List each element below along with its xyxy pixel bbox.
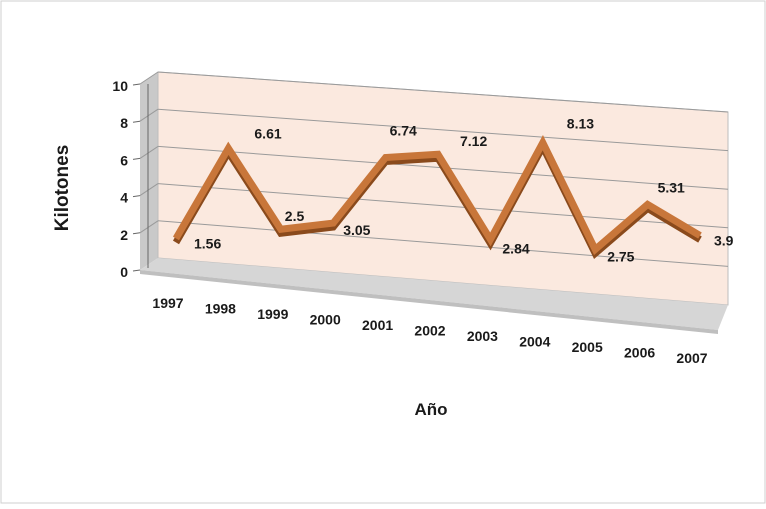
plot-floor bbox=[140, 258, 728, 330]
x-tick-label: 2006 bbox=[624, 345, 655, 361]
y-tick-label: 8 bbox=[120, 115, 128, 131]
series-line bbox=[172, 135, 702, 256]
data-label: 2.75 bbox=[607, 248, 634, 264]
gridline-side bbox=[139, 108, 159, 122]
gridline bbox=[157, 108, 729, 152]
y-tick-label: 10 bbox=[112, 78, 128, 94]
data-label: 2.84 bbox=[502, 240, 529, 256]
data-line bbox=[172, 135, 702, 260]
y-tick-mark bbox=[132, 83, 141, 86]
data-label: 6.74 bbox=[390, 123, 417, 139]
y-tick-mark bbox=[132, 195, 141, 198]
plot-floor-edge bbox=[140, 270, 718, 334]
data-label: 1.56 bbox=[194, 235, 221, 251]
x-tick-label: 1999 bbox=[257, 306, 288, 322]
y-tick-label: 6 bbox=[120, 152, 128, 168]
y-axis-label: Kilotones bbox=[52, 145, 73, 232]
x-tick-label: 2003 bbox=[467, 328, 498, 344]
x-tick-label: 1998 bbox=[205, 301, 236, 317]
data-label: 3.05 bbox=[343, 222, 370, 238]
y-tick-label: 4 bbox=[120, 190, 128, 206]
x-axis-label: Año bbox=[414, 400, 447, 419]
data-label: 5.31 bbox=[658, 179, 685, 195]
gridline-side bbox=[139, 183, 159, 197]
x-tick-label: 2005 bbox=[572, 339, 603, 355]
y-tick-mark bbox=[132, 232, 141, 235]
y-tick-labels: 0 2 4 6 8 10 bbox=[112, 78, 141, 280]
y-tick-label: 0 bbox=[120, 264, 128, 280]
gridline-side bbox=[139, 220, 159, 234]
gridline bbox=[157, 220, 729, 267]
x-tick-label: 2004 bbox=[519, 334, 550, 350]
x-tick-labels: 1997 1998 1999 2000 2001 2002 2003 2004 2005 2006… bbox=[152, 295, 707, 366]
x-tick-label: 2007 bbox=[676, 350, 707, 366]
x-tick-label: 2000 bbox=[310, 312, 341, 328]
gridline-side bbox=[139, 71, 159, 85]
side-wall bbox=[140, 72, 158, 270]
data-label: 3.9 bbox=[714, 233, 734, 249]
y-tick-mark bbox=[132, 269, 141, 272]
data-labels: 1.56 6.61 2.5 3.05 6.74 7.12 2.84 8.13 2.75 5.31 3… bbox=[194, 116, 734, 265]
y-tick-mark bbox=[132, 120, 141, 123]
data-label: 8.13 bbox=[567, 116, 594, 132]
y-tick-label: 2 bbox=[120, 227, 128, 243]
x-tick-label: 2002 bbox=[414, 323, 445, 339]
data-label: 7.12 bbox=[460, 133, 487, 149]
gridline-side bbox=[139, 145, 159, 159]
data-label: 6.61 bbox=[254, 125, 281, 141]
data-label: 2.5 bbox=[285, 208, 305, 224]
y-tick-mark bbox=[132, 157, 141, 160]
x-tick-label: 2001 bbox=[362, 317, 393, 333]
gridline bbox=[157, 71, 729, 113]
x-tick-label: 1997 bbox=[152, 295, 183, 311]
